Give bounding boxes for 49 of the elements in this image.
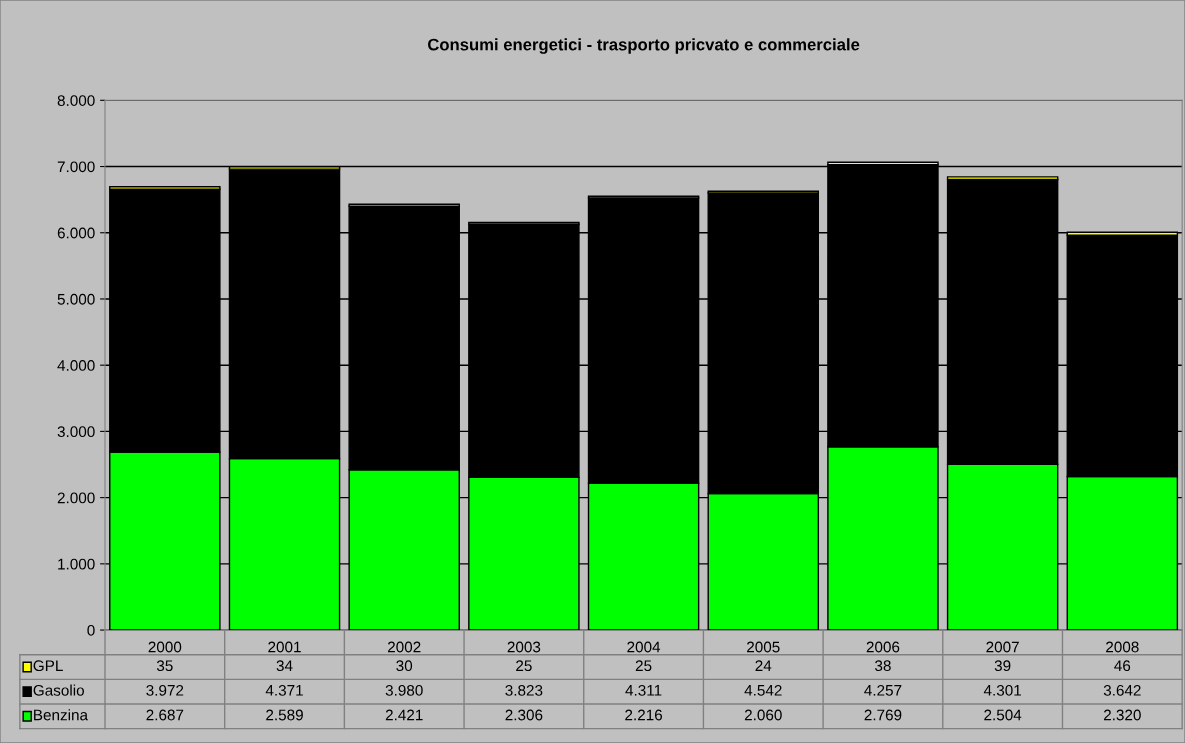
y-tick-label: 7.000 — [57, 161, 95, 173]
data-label: 2.589 — [266, 709, 303, 721]
x-tick-label: 2008 — [1106, 641, 1139, 653]
data-label: 2.216 — [625, 709, 663, 721]
y-tick-label: 8.000 — [57, 95, 95, 106]
data-label: 25 — [516, 660, 532, 672]
x-tick-label: 2000 — [148, 641, 182, 653]
data-label: 4.257 — [864, 684, 902, 696]
data-label: 2.769 — [864, 709, 902, 721]
x-tick-label: 2005 — [747, 641, 780, 653]
x-tick-label: 2006 — [866, 641, 900, 653]
x-tick-label: 2001 — [268, 641, 301, 653]
y-tick-label: 0 — [87, 624, 95, 636]
x-tick-label: 2007 — [986, 641, 1019, 653]
y-tick-label: 2.000 — [57, 492, 95, 504]
data-label: 34 — [276, 660, 293, 672]
data-label: 2.320 — [1103, 709, 1141, 721]
x-tick-label: 2004 — [627, 641, 661, 653]
data-label: 24 — [755, 660, 772, 671]
data-label: 3.972 — [146, 684, 184, 696]
y-tick-label: 3.000 — [57, 426, 95, 438]
x-tick-label: 2003 — [507, 641, 541, 653]
data-label: 2.306 — [505, 709, 543, 721]
data-label: 2.060 — [744, 709, 782, 721]
data-label: 2.504 — [984, 709, 1022, 721]
data-label: 4.311 — [625, 684, 662, 696]
y-tick-label: 1.000 — [58, 558, 95, 570]
chart-title: Consumi energetici - trasporto pricvato e commerciale — [428, 38, 860, 54]
data-label: 2.687 — [146, 709, 184, 721]
data-label: 39 — [994, 660, 1011, 672]
data-label: 38 — [875, 660, 891, 672]
data-label: 46 — [1114, 660, 1131, 672]
y-tick-label: 6.000 — [57, 227, 95, 239]
legend-label: GPL — [33, 660, 63, 672]
data-label: 3.980 — [385, 684, 423, 696]
data-label: 3.823 — [505, 684, 543, 696]
data-label: 30 — [396, 660, 413, 672]
y-tick-label: 4.000 — [57, 360, 95, 371]
x-tick-label: 2002 — [387, 641, 421, 653]
data-label: 4.542 — [744, 684, 782, 696]
data-label: 4.371 — [265, 684, 303, 696]
data-label: 3.642 — [1103, 684, 1141, 696]
legend-label: Gasolio — [33, 684, 84, 696]
data-label: 2.421 — [385, 709, 423, 721]
legend-label: Benzina — [34, 709, 89, 721]
data-label: 35 — [156, 660, 173, 672]
data-label: 4.301 — [983, 684, 1021, 696]
data-label: 25 — [635, 660, 652, 672]
y-tick-label: 5.000 — [57, 293, 95, 305]
